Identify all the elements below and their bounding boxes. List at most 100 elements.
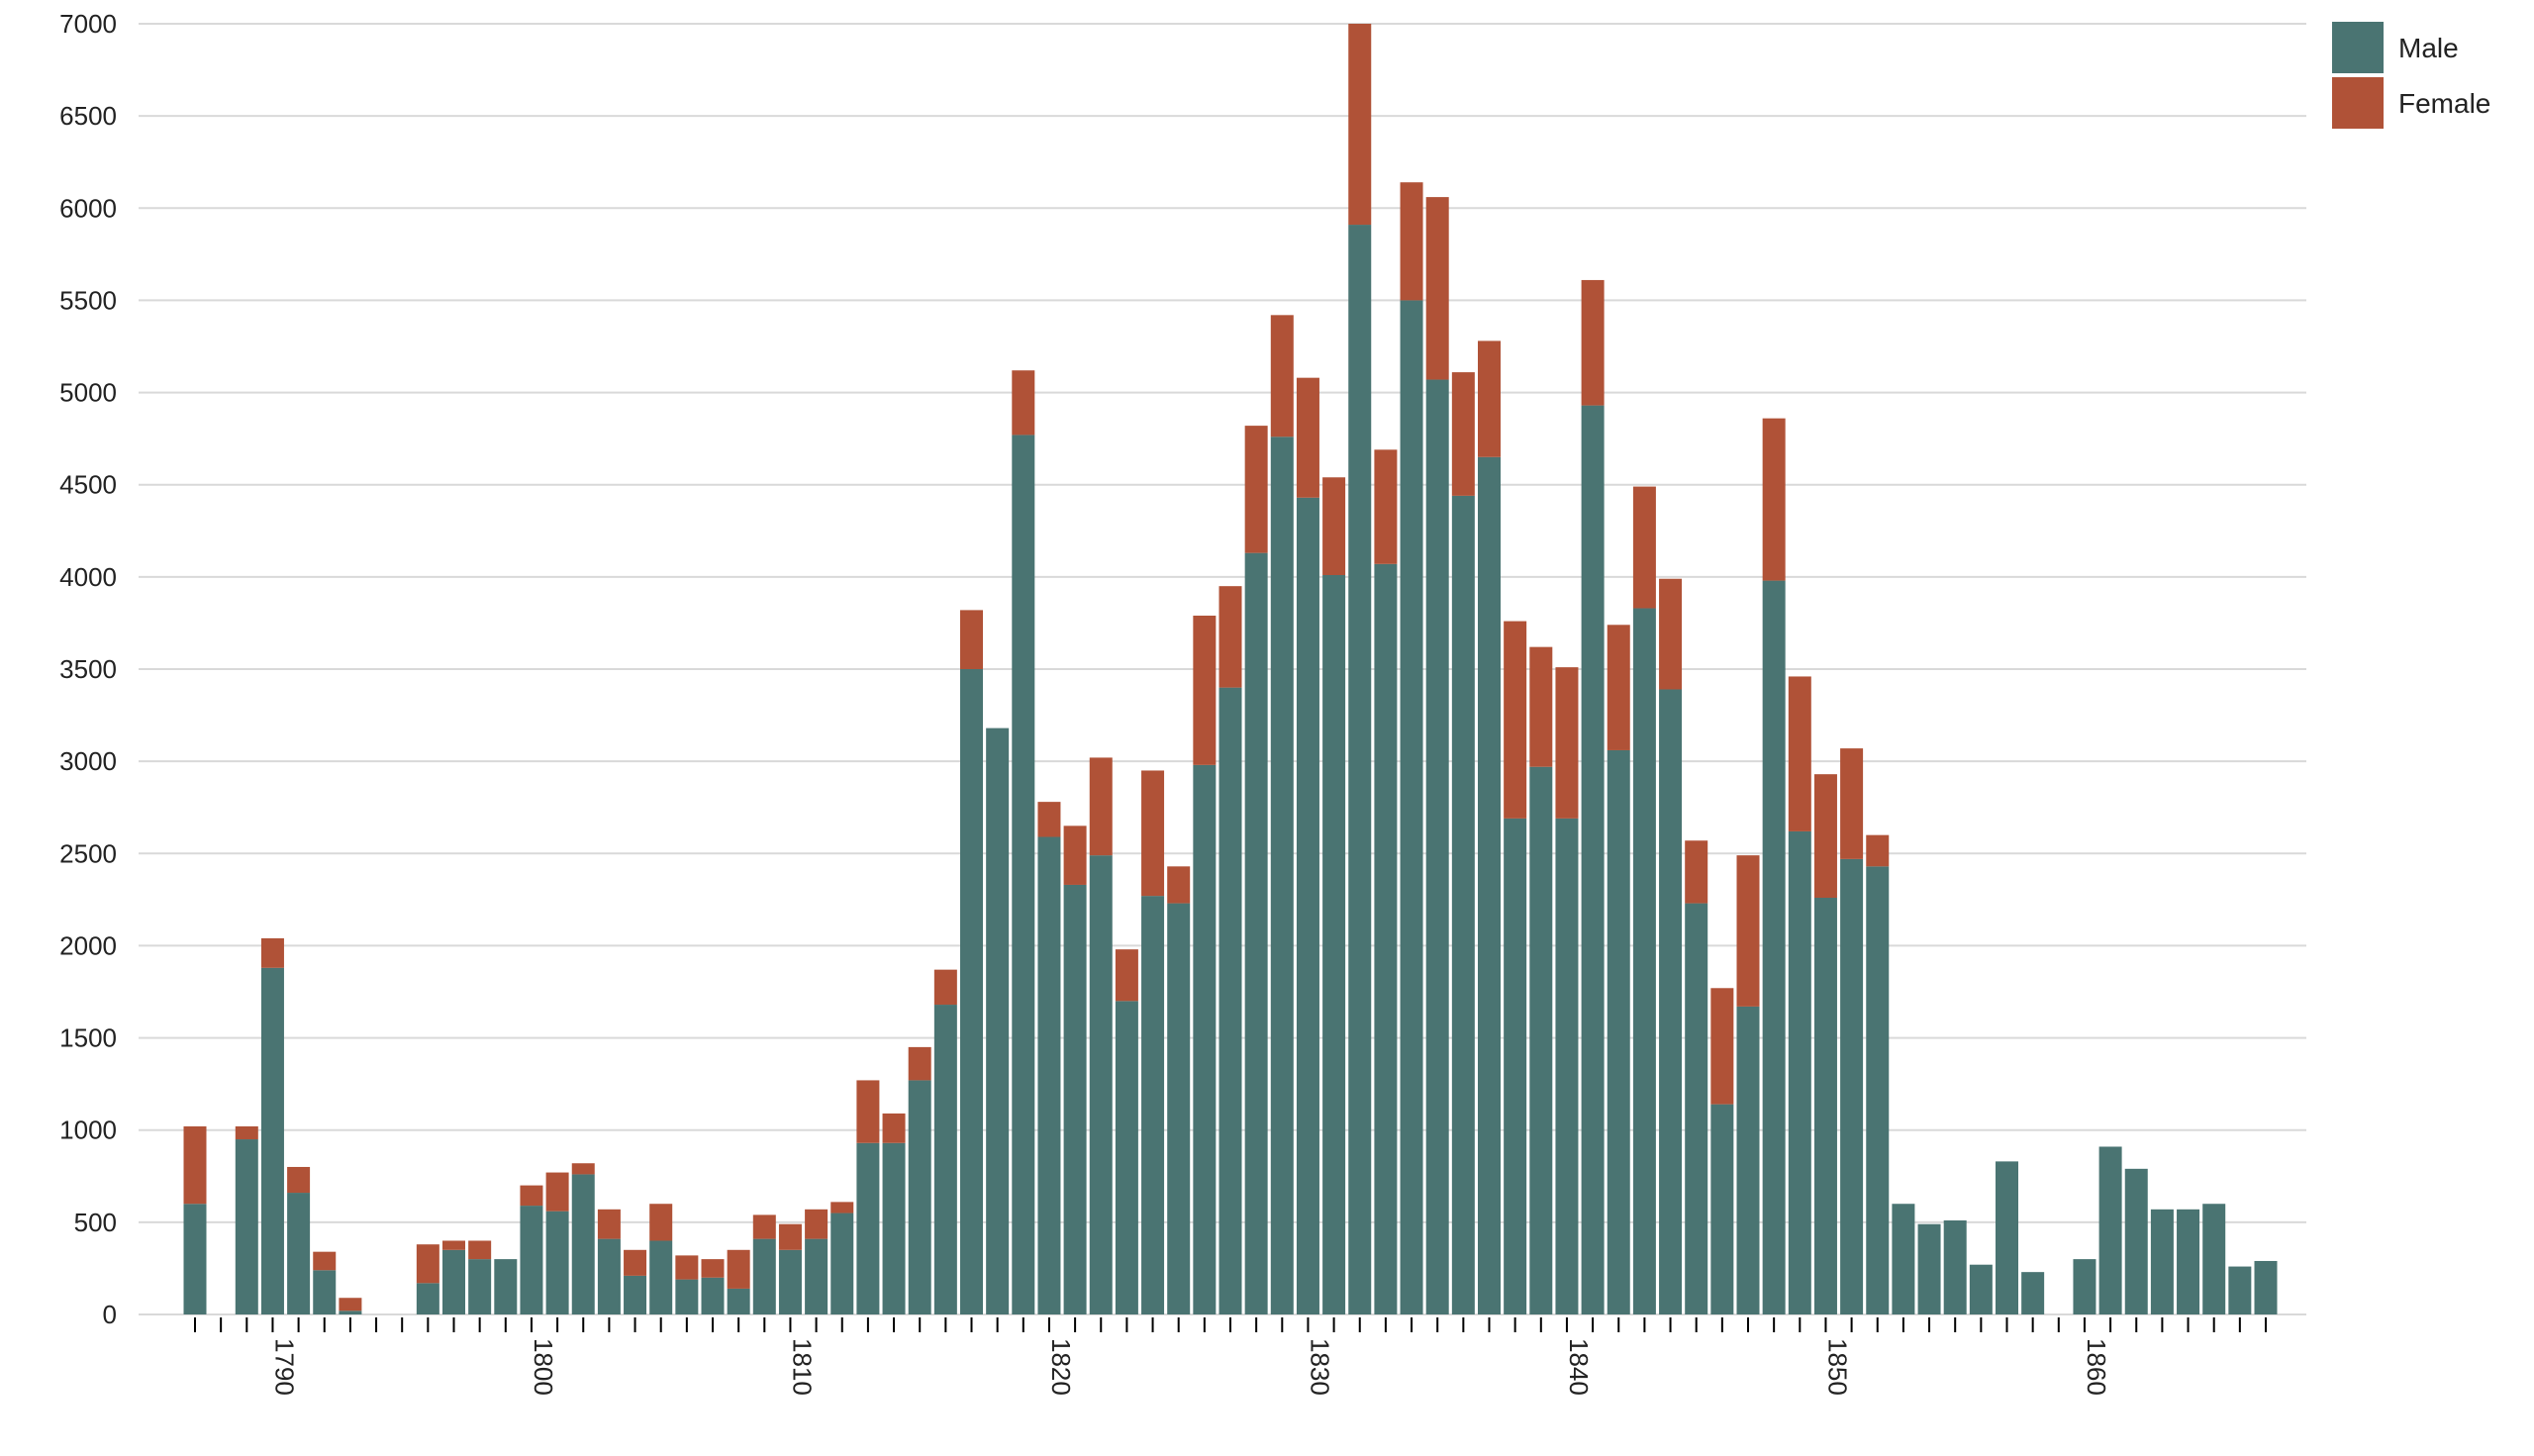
bar-female-1806 [675,1255,699,1280]
bar-male-1815 [908,1080,931,1314]
bar-male-1807 [701,1277,725,1314]
bar-female-1829 [1270,315,1294,437]
y-tick-label-4500: 4500 [59,470,117,500]
bars [183,24,2278,1315]
bar-female-1812 [830,1202,854,1213]
x-axis: 1790 1800 1810 1820 1830 1840 1850 1860 [194,1317,2267,1396]
bar-female-1841 [1581,279,1605,406]
x-tick-label-1800: 1800 [529,1338,558,1396]
bar-female-1842 [1607,625,1630,750]
bar-male-1796 [416,1283,439,1314]
bar-male-1792 [313,1270,337,1314]
bar-male-1860 [2073,1259,2096,1314]
y-tick-label-2500: 2500 [59,838,117,868]
bar-female-1793 [339,1298,362,1311]
y-tick-label-1500: 1500 [59,1023,117,1053]
bar-female-1833 [1374,449,1398,564]
bar-female-1838 [1504,621,1527,819]
bar-male-1800 [520,1206,543,1314]
bar-female-1803 [597,1209,621,1239]
bar-female-1797 [442,1240,465,1250]
bar-male-1854 [1917,1223,1941,1314]
bar-male-1839 [1529,766,1553,1314]
bar-male-1790 [260,967,284,1314]
bar-female-1796 [416,1244,439,1284]
bar-female-1822 [1089,757,1113,856]
bar-female-1843 [1632,486,1656,609]
bar-male-1828 [1244,552,1268,1314]
y-tick-label-4000: 4000 [59,562,117,592]
bar-male-1816 [933,1005,957,1314]
bar-male-1866 [2228,1266,2252,1314]
bar-male-1862 [2124,1168,2148,1314]
legend-swatch-female [2332,77,2384,129]
bar-male-1847 [1736,1006,1760,1314]
bar-female-1804 [624,1249,647,1276]
y-tick-label-5500: 5500 [59,285,117,315]
bar-female-1828 [1244,426,1268,553]
bar-male-1813 [856,1142,880,1314]
bar-female-1792 [313,1251,337,1271]
bar-male-1799 [494,1259,518,1314]
legend-swatch-male [2332,22,2384,73]
bar-male-1852 [1866,866,1890,1314]
bar-male-1856 [1969,1264,1993,1314]
bar-male-1848 [1762,580,1786,1314]
bar-male-1832 [1348,225,1372,1315]
y-tick-label-1000: 1000 [59,1116,117,1145]
bar-male-1864 [2177,1209,2200,1314]
bar-female-1831 [1322,477,1346,575]
bar-female-1823 [1115,949,1138,1002]
bar-male-1865 [2202,1204,2226,1314]
bar-female-1817 [960,610,983,669]
bar-female-1834 [1400,182,1423,301]
bar-male-1824 [1141,896,1165,1314]
bar-male-1810 [778,1249,802,1314]
bar-female-1845 [1685,840,1708,904]
bar-male-1845 [1685,903,1708,1314]
bar-female-1789 [235,1125,258,1140]
bar-male-1855 [1943,1219,1967,1314]
bar-male-1817 [960,669,983,1314]
bar-male-1827 [1218,687,1242,1314]
bar-female-1850 [1813,774,1837,898]
bar-female-1827 [1218,586,1242,688]
y-axis: 0 500 1000 1500 2000 2500 3000 3500 4000 4500 5000… [59,9,117,1329]
x-tick-label-1820: 1820 [1046,1338,1076,1396]
bar-male-1842 [1607,749,1630,1314]
bar-female-1821 [1063,825,1087,885]
legend-label-female: Female [2398,88,2490,119]
bar-male-1849 [1788,830,1811,1314]
bar-male-1823 [1115,1001,1138,1314]
bar-female-1836 [1451,372,1475,496]
bar-male-1818 [986,728,1010,1314]
x-tick-label-1790: 1790 [269,1338,299,1396]
x-tick-label-1850: 1850 [1822,1338,1852,1396]
x-tick-label-1860: 1860 [2082,1338,2111,1396]
bar-female-1840 [1555,667,1579,819]
x-tick-label-1840: 1840 [1564,1338,1594,1396]
y-tick-label-5000: 5000 [59,378,117,408]
bar-male-1834 [1400,300,1423,1314]
bar-female-1787 [183,1125,207,1205]
bar-female-1839 [1529,646,1553,767]
bar-male-1789 [235,1139,258,1314]
bar-male-1802 [571,1174,595,1314]
bar-male-1837 [1478,456,1501,1314]
legend: Male Female [2332,22,2490,129]
bar-male-1793 [339,1310,362,1314]
bar-female-1805 [649,1204,673,1241]
bar-female-1830 [1296,377,1319,498]
x-tick-label-1830: 1830 [1305,1338,1334,1396]
bar-female-1808 [727,1249,750,1289]
bar-male-1811 [805,1238,828,1314]
bar-male-1825 [1167,903,1191,1314]
bar-male-1861 [2098,1146,2122,1314]
bar-male-1806 [675,1279,699,1314]
bar-male-1836 [1451,495,1475,1314]
bar-female-1798 [468,1240,492,1260]
bar-female-1851 [1840,748,1864,859]
x-tick-label-1810: 1810 [787,1338,817,1396]
bar-male-1833 [1374,563,1398,1314]
bar-male-1850 [1813,897,1837,1314]
